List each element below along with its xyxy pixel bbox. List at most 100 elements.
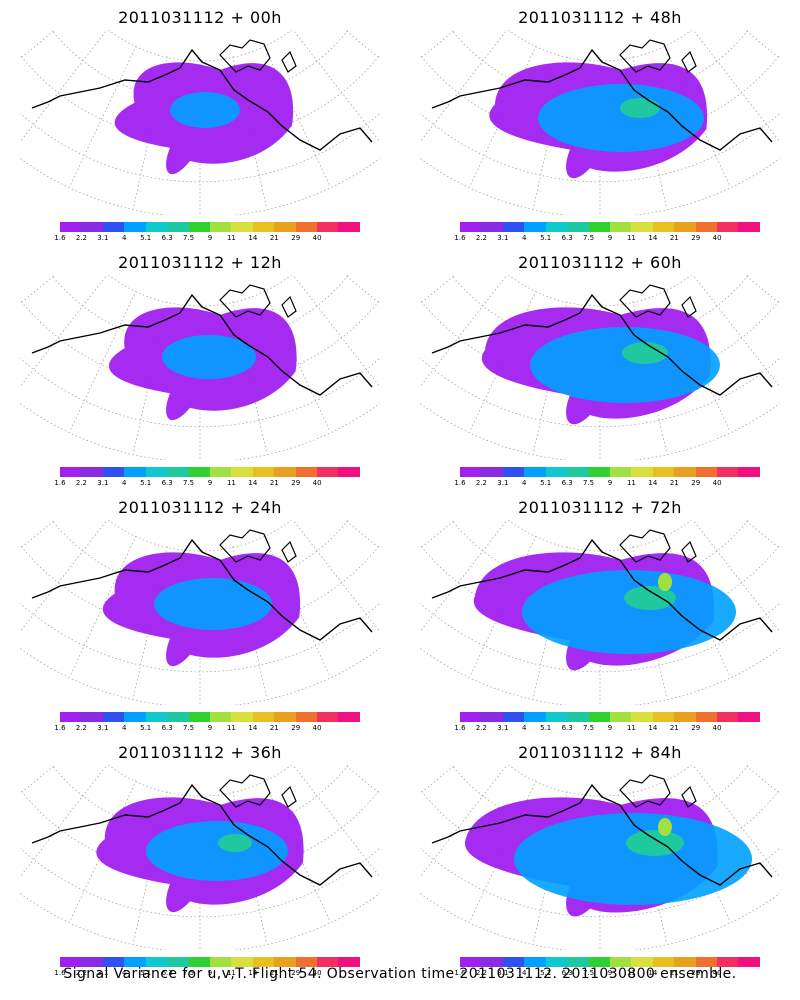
colorbar-tick-label: 14 — [248, 479, 258, 487]
colorbar-tick-label: 2.2 — [75, 234, 87, 242]
colorbar-swatch — [274, 712, 296, 722]
colorbar-tick-label: 21 — [269, 969, 279, 977]
meridian-gridline — [533, 546, 568, 698]
variance-field-peak — [658, 573, 672, 591]
colorbar-swatch — [545, 957, 568, 967]
colorbar-swatch — [738, 957, 760, 967]
colorbar-tick-label: 2.2 — [475, 479, 487, 487]
colorbar-swatch — [502, 957, 525, 967]
arctic-islands — [619, 774, 697, 808]
colorbar — [60, 222, 360, 232]
variance-field-peak — [658, 818, 672, 836]
meridian-gridline — [734, 520, 780, 538]
arctic-islands — [619, 529, 697, 563]
colorbar-tick-label: 40 — [312, 724, 322, 732]
meridian-gridline — [20, 520, 66, 538]
colorbar-tick-label: 21 — [669, 724, 679, 732]
colorbar-swatch — [652, 712, 675, 722]
meridian-gridline — [533, 301, 568, 453]
map-panel: 2011031112 + 60h 1.6 2.2 3.1 4 5.1 6.3 7.5 9 11 14… — [400, 245, 800, 490]
colorbar-tick-label: 11 — [226, 724, 236, 732]
colorbar — [60, 957, 360, 967]
colorbar-tick-label: 40 — [712, 969, 722, 977]
coastline — [31, 48, 373, 151]
colorbar-tick-label: 9 — [607, 234, 613, 242]
colorbar-tick-label: 6.3 — [561, 724, 573, 732]
meridian-gridline — [263, 290, 331, 432]
meridian-gridline — [344, 275, 380, 305]
colorbar-swatch — [717, 222, 739, 232]
colorbar-swatch — [295, 222, 318, 232]
map-panel: 2011031112 + 24h 1.6 2.2 3.1 4 5.1 6.3 7.5 9 11 14… — [0, 490, 400, 735]
colorbar-swatch — [738, 222, 760, 232]
colorbar-swatch — [502, 467, 525, 477]
polar-stereographic-map — [20, 520, 380, 705]
colorbar-tick-label: 3.1 — [97, 969, 109, 977]
polar-stereographic-map — [20, 275, 380, 460]
colorbar-tick-label: 3.1 — [497, 234, 509, 242]
latitude-gridline — [108, 30, 292, 62]
colorbar-tick-label: 4 — [122, 234, 127, 242]
colorbar-tick-label: 29 — [291, 724, 301, 732]
meridian-gridline — [69, 535, 137, 677]
colorbar-swatch — [738, 467, 760, 477]
variance-field-high — [218, 834, 252, 852]
meridian-gridline — [692, 765, 780, 878]
colorbar-tick-label: 6.3 — [161, 969, 173, 977]
colorbar-swatch — [102, 957, 125, 967]
meridian-gridline — [533, 56, 568, 208]
arctic-islands — [219, 529, 297, 563]
panel-title: 2011031112 + 72h — [518, 498, 682, 517]
meridian-gridline — [133, 301, 168, 453]
colorbar-swatch — [167, 467, 189, 477]
colorbar-tick-label: 3.1 — [497, 969, 509, 977]
colorbar-tick-label: 1.6 — [54, 479, 66, 487]
colorbar-tick-label: 14 — [648, 479, 658, 487]
colorbar-tick-label: 29 — [691, 969, 701, 977]
colorbar-swatch — [674, 712, 696, 722]
colorbar-swatch — [188, 467, 210, 477]
colorbar-tick-label: 5.1 — [140, 234, 152, 242]
colorbar-swatch — [145, 222, 168, 232]
colorbar-swatch — [209, 957, 232, 967]
colorbar-swatch — [124, 467, 146, 477]
colorbar-swatch — [252, 467, 275, 477]
meridian-gridline — [334, 275, 380, 293]
map-panel: 2011031112 + 00h 1.6 2.2 3.1 4 5.1 6.3 7.5 9 11 14… — [0, 0, 400, 245]
colorbar-swatch — [60, 467, 82, 477]
map-panel: 2011031112 + 48h 1.6 2.2 3.1 4 5.1 6.3 7.5 9 11 14… — [400, 0, 800, 245]
colorbar-tick-label: 3.1 — [97, 479, 109, 487]
colorbar-swatch — [188, 712, 210, 722]
colorbar — [460, 467, 760, 477]
colorbar — [460, 712, 760, 722]
colorbar-tick-label: 14 — [248, 724, 258, 732]
colorbar-tick-label: 2.2 — [75, 724, 87, 732]
colorbar-tick-label: 1.6 — [454, 234, 466, 242]
colorbar-swatch — [609, 712, 632, 722]
latitude-gridline — [508, 765, 692, 797]
colorbar-swatch — [738, 712, 760, 722]
colorbar-tick-label: 4 — [122, 724, 127, 732]
colorbar-tick-label: 5.1 — [540, 479, 552, 487]
colorbar-tick-label: 9 — [607, 724, 613, 732]
colorbar-tick-label: 4 — [522, 234, 527, 242]
meridian-gridline — [744, 275, 780, 305]
colorbar — [460, 222, 760, 232]
colorbar-swatch — [588, 222, 610, 232]
meridian-gridline — [420, 30, 508, 143]
variance-field-high — [620, 98, 660, 118]
colorbar — [460, 957, 760, 967]
arctic-islands — [219, 39, 297, 73]
meridian-gridline — [334, 765, 380, 783]
meridian-gridline — [133, 791, 168, 943]
colorbar-tick-label: 6.3 — [161, 234, 173, 242]
arctic-islands — [619, 284, 697, 318]
colorbar-tick-label: 4 — [122, 479, 127, 487]
colorbar-tick-label: 7.5 — [182, 969, 195, 977]
meridian-gridline — [734, 30, 780, 48]
latitude-gridline — [108, 520, 292, 552]
colorbar-swatch — [545, 712, 568, 722]
colorbar-tick-label: 21 — [669, 969, 679, 977]
colorbar — [60, 712, 360, 722]
variance-field-high — [624, 586, 676, 610]
